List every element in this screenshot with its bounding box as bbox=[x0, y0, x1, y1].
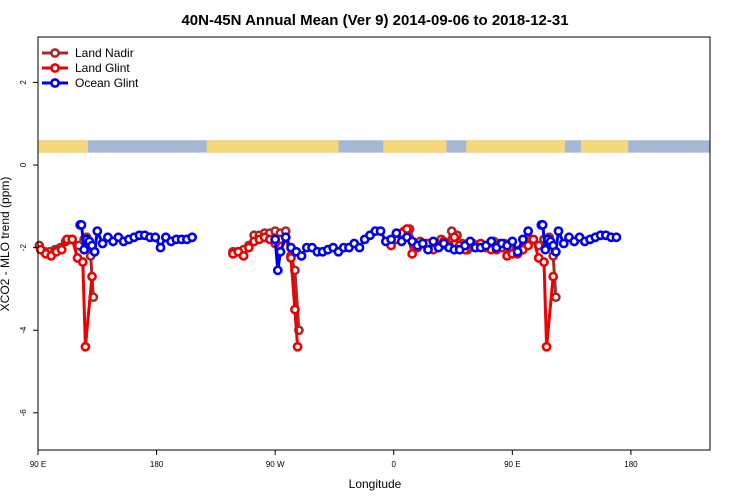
data-point bbox=[528, 234, 539, 245]
data-point bbox=[76, 220, 87, 230]
data-point bbox=[391, 228, 402, 239]
x-tick-label: 180 bbox=[624, 460, 638, 469]
data-point bbox=[296, 250, 307, 261]
data-point bbox=[97, 238, 108, 249]
series-ocean-glint bbox=[75, 220, 622, 276]
data-point bbox=[523, 240, 534, 251]
data-point bbox=[270, 234, 281, 245]
data-point bbox=[541, 341, 552, 352]
data-point bbox=[238, 250, 249, 261]
data-point bbox=[417, 238, 428, 249]
data-point bbox=[611, 232, 622, 243]
data-point bbox=[449, 232, 460, 243]
data-point bbox=[465, 236, 476, 247]
data-point bbox=[548, 271, 559, 282]
data-point bbox=[280, 232, 291, 243]
data-point bbox=[375, 226, 386, 237]
y-axis: -6 -4 -2 0 2 bbox=[19, 80, 38, 417]
land-ocean-strip bbox=[38, 140, 710, 153]
data-point bbox=[187, 232, 198, 243]
legend-marker bbox=[50, 48, 60, 58]
land-segment bbox=[580, 140, 629, 153]
data-point bbox=[292, 341, 303, 352]
data-point bbox=[407, 248, 418, 259]
data-point bbox=[56, 244, 67, 255]
data-point bbox=[80, 341, 91, 352]
data-point bbox=[512, 246, 523, 257]
data-point bbox=[558, 238, 569, 249]
data-point bbox=[550, 246, 561, 257]
data-point bbox=[89, 246, 100, 257]
legend-label: Land Glint bbox=[75, 61, 130, 75]
land-segment bbox=[383, 140, 447, 153]
data-point bbox=[428, 236, 439, 247]
data-point bbox=[523, 226, 534, 237]
data-point bbox=[67, 234, 78, 245]
data-point bbox=[553, 226, 564, 237]
data-point bbox=[517, 234, 528, 245]
land-segment bbox=[466, 140, 566, 153]
data-point bbox=[423, 244, 433, 255]
x-tick-label: 0 bbox=[392, 460, 397, 469]
data-point bbox=[486, 236, 497, 247]
plot-frame bbox=[37, 36, 711, 451]
data-point bbox=[290, 304, 300, 315]
legend-label: Ocean Glint bbox=[75, 76, 139, 90]
y-tick-label: -6 bbox=[19, 409, 28, 417]
data-point bbox=[537, 220, 548, 230]
legend-marker bbox=[50, 63, 60, 73]
data-point bbox=[87, 271, 97, 282]
y-tick-label: 0 bbox=[19, 162, 28, 167]
x-tick-label: 90 E bbox=[30, 460, 46, 469]
data-point bbox=[550, 292, 561, 303]
legend-label: Land Nadir bbox=[75, 46, 134, 60]
data-point bbox=[286, 253, 296, 263]
x-axis: 90 E 180 90 W 0 90 E 180 bbox=[30, 450, 638, 469]
x-tick-label: 90 E bbox=[504, 460, 520, 469]
data-point bbox=[79, 244, 90, 255]
y-axis-label: XCO2 - MLO trend (ppm) bbox=[0, 177, 12, 312]
data-point bbox=[77, 257, 88, 267]
data-point bbox=[386, 234, 397, 245]
x-axis-label: Longitude bbox=[349, 477, 402, 491]
land-segment bbox=[38, 140, 89, 153]
data-point bbox=[507, 236, 518, 247]
y-tick-label: 2 bbox=[19, 80, 28, 85]
x-tick-label: 90 W bbox=[266, 460, 285, 469]
data-point bbox=[402, 224, 412, 234]
data-point bbox=[539, 257, 549, 267]
chart-title: 40N-45N Annual Mean (Ver 9) 2014-09-06 t… bbox=[181, 12, 568, 29]
y-tick-label: -2 bbox=[19, 244, 28, 252]
data-point bbox=[540, 244, 551, 255]
data-point bbox=[275, 246, 286, 257]
data-point bbox=[354, 242, 365, 253]
x-tick-label: 180 bbox=[150, 460, 164, 469]
land-segment bbox=[206, 140, 339, 153]
series-layer bbox=[34, 220, 622, 352]
legend-marker bbox=[50, 78, 60, 88]
data-point bbox=[155, 242, 166, 253]
y-tick-label: -4 bbox=[19, 326, 28, 334]
data-point bbox=[272, 265, 283, 276]
data-point bbox=[150, 232, 161, 243]
data-point bbox=[92, 226, 103, 237]
data-point bbox=[243, 242, 254, 253]
